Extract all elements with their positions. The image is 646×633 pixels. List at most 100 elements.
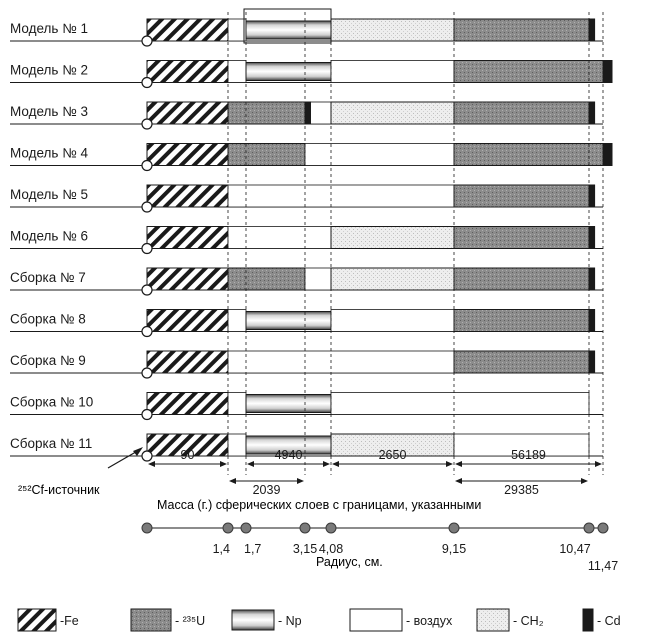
mass-lower: 29385 <box>455 478 588 497</box>
layer-air <box>227 60 247 83</box>
model-row: Сборка № 11 <box>10 433 603 462</box>
mass-upper: 4940 <box>247 448 330 467</box>
layer-cd <box>602 143 613 166</box>
mass-annotations: 90 4940 2650 56189 2039 29385 <box>148 448 602 497</box>
mass-value: 56189 <box>511 448 546 462</box>
mass-arrow-right <box>323 461 330 467</box>
source-node <box>141 76 153 89</box>
legend-swatch-fe <box>17 608 57 632</box>
layer-cd <box>588 226 596 249</box>
model-label: Сборка № 8 <box>10 312 86 327</box>
layer-fe <box>146 101 229 125</box>
model-row: Модель № 6 <box>10 226 603 255</box>
model-row: Модель № 1 <box>10 8 603 47</box>
legend-item-ch2: - CH₂ <box>476 608 544 632</box>
layer-air <box>227 18 247 42</box>
layer-np <box>245 311 332 330</box>
layer-cd <box>588 184 596 208</box>
axis-tick-label: 4,08 <box>319 542 343 556</box>
axis-node <box>597 522 609 534</box>
layer-ch2 <box>330 18 455 42</box>
model-label: Сборка № 10 <box>10 395 93 410</box>
mass-arrow-right <box>446 461 453 467</box>
radius-axis: 1,4 1,7 3,15 4,08 9,15 10,47 11,47 <box>141 522 618 573</box>
layer-ch2 <box>330 226 455 249</box>
axis-tick-label: 9,15 <box>442 542 466 556</box>
mass-arrow-left <box>247 461 254 467</box>
legend-label-u235: - ²³⁵U <box>175 614 205 628</box>
layer-air <box>330 392 590 415</box>
legend-swatch-air <box>349 608 403 632</box>
layer-fe <box>146 392 229 415</box>
source-label: ²⁵²Cf-источник <box>18 483 100 497</box>
mass-arrow-right <box>581 478 588 484</box>
layer-air <box>304 143 455 166</box>
mass-upper: 90 <box>148 448 227 467</box>
source-node <box>141 118 153 130</box>
layer-u235 <box>227 267 306 291</box>
layer-air <box>330 60 455 83</box>
layer-fe <box>146 226 229 249</box>
axis-tick-label: 1,4 <box>213 542 230 556</box>
boundary-lines <box>227 12 604 475</box>
axis-node <box>583 522 595 534</box>
layer-u235 <box>453 101 590 125</box>
mass-upper: 2650 <box>332 448 453 467</box>
mass-arrow-right <box>595 461 602 467</box>
layer-fe <box>146 309 229 332</box>
legend-swatch-cd <box>582 608 594 632</box>
layer-air <box>227 184 455 208</box>
legend-item-cd: - Cd <box>582 608 621 632</box>
layer-cd <box>602 60 613 83</box>
mass-value: 4940 <box>275 448 303 462</box>
axis-node <box>240 522 252 534</box>
legend-swatch-u235 <box>130 608 172 632</box>
mass-upper: 56189 <box>455 448 602 467</box>
source-node <box>141 201 153 213</box>
source-node <box>141 408 153 421</box>
mass-lower: 2039 <box>229 478 304 497</box>
legend-label-np: - Np <box>278 614 302 628</box>
model-row: Модель № 2 <box>10 60 613 89</box>
model-row: Модель № 4 <box>10 143 613 172</box>
layer-air <box>310 101 332 125</box>
material-legend: -Fe - ²³⁵U - Np - воздух - CH₂ - Cd <box>17 608 621 632</box>
layer-u235 <box>227 101 306 125</box>
legend-item-u235: - ²³⁵U <box>130 608 205 632</box>
layer-air <box>227 433 247 457</box>
mass-value: 29385 <box>504 483 539 497</box>
source-node <box>141 367 153 379</box>
mass-value: 2039 <box>253 483 281 497</box>
layer-air <box>330 309 455 332</box>
model-row: Модель № 3 <box>10 101 603 130</box>
model-label: Сборка № 9 <box>10 353 86 368</box>
mass-arrow-left <box>455 461 462 467</box>
mass-arrow-left <box>455 478 462 484</box>
source-node <box>141 325 153 338</box>
layer-air <box>227 350 455 374</box>
mass-arrow-left <box>148 461 155 467</box>
layer-u235 <box>227 143 306 166</box>
layer-np <box>245 20 332 40</box>
layer-fe <box>146 143 229 166</box>
model-row: Сборка № 9 <box>10 350 603 379</box>
legend-label-air: - воздух <box>406 614 453 628</box>
axis-tick-label: 3,15 <box>293 542 317 556</box>
mass-value: 90 <box>181 448 195 462</box>
mass-arrow-left <box>229 478 236 484</box>
layer-air <box>227 392 247 415</box>
mass-arrow-right <box>297 478 304 484</box>
axis-tick-label: 11,47 <box>588 559 618 573</box>
layer-ch2 <box>330 267 455 291</box>
layer-u235 <box>453 60 604 83</box>
layer-ch2 <box>330 101 455 125</box>
layer-air <box>304 267 332 291</box>
layer-u235 <box>453 184 590 208</box>
axis-tick-label: 1,7 <box>244 542 261 556</box>
layer-cd <box>588 309 596 332</box>
legend-item-np: - Np <box>231 609 302 631</box>
axis-title: Радиус, см. <box>316 555 383 569</box>
source-node <box>141 450 153 462</box>
model-label: Модель № 1 <box>10 21 88 36</box>
layer-cd <box>588 101 596 125</box>
